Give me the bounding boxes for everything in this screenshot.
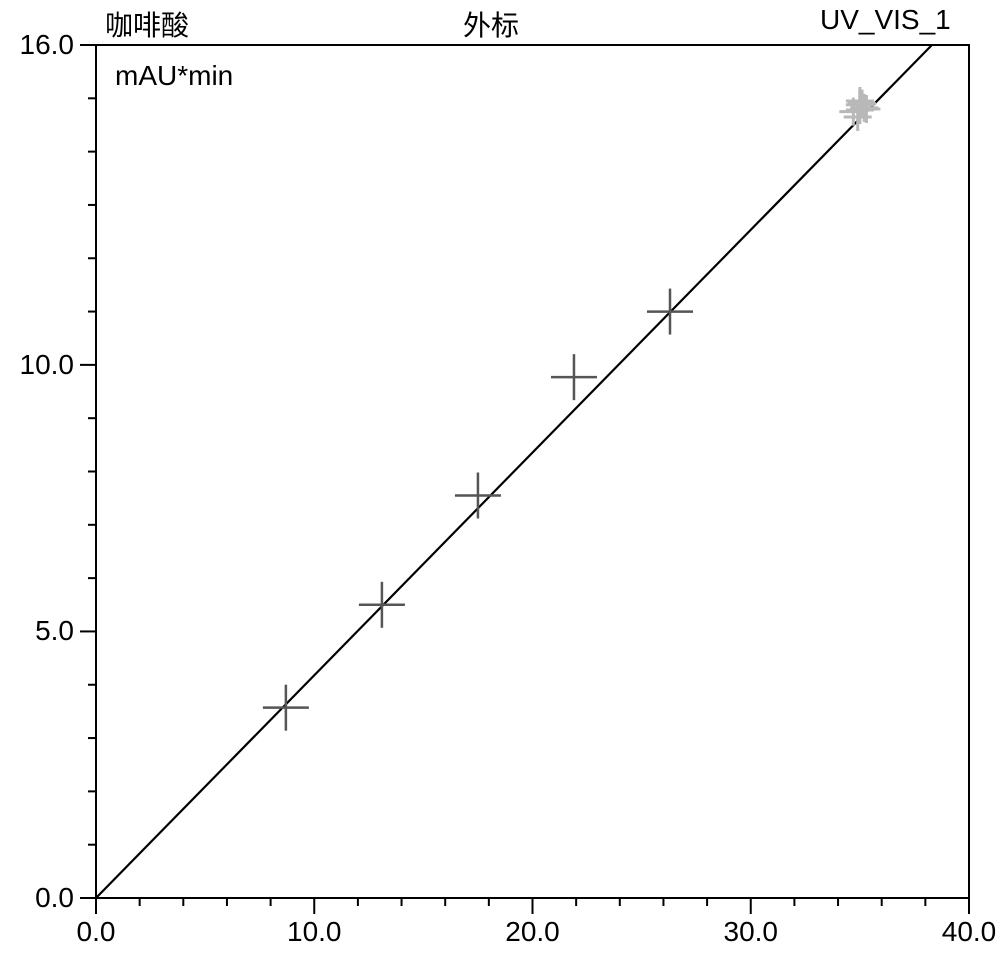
y-unit-label: mAU*min xyxy=(115,60,233,92)
x-tick-label: 40.0 xyxy=(942,916,997,948)
y-tick-label: 0.0 xyxy=(35,882,74,914)
x-tick-label: 10.0 xyxy=(287,916,342,948)
plot-svg xyxy=(0,0,1000,957)
header-right-label: UV_VIS_1 xyxy=(820,4,951,36)
header-center-label: 外标 xyxy=(463,4,519,44)
calibration-chart: 咖啡酸 外标 UV_VIS_1 mAU*min 0.0 5.0 10.0 16.0 0… xyxy=(0,0,1000,957)
y-tick-label: 16.0 xyxy=(20,29,75,61)
y-tick-label: 10.0 xyxy=(20,349,75,381)
y-tick-label: 5.0 xyxy=(35,615,74,647)
x-tick-label: 0.0 xyxy=(77,916,116,948)
header-left-label: 咖啡酸 xyxy=(105,4,189,44)
x-tick-label: 20.0 xyxy=(505,916,560,948)
x-tick-label: 30.0 xyxy=(724,916,779,948)
